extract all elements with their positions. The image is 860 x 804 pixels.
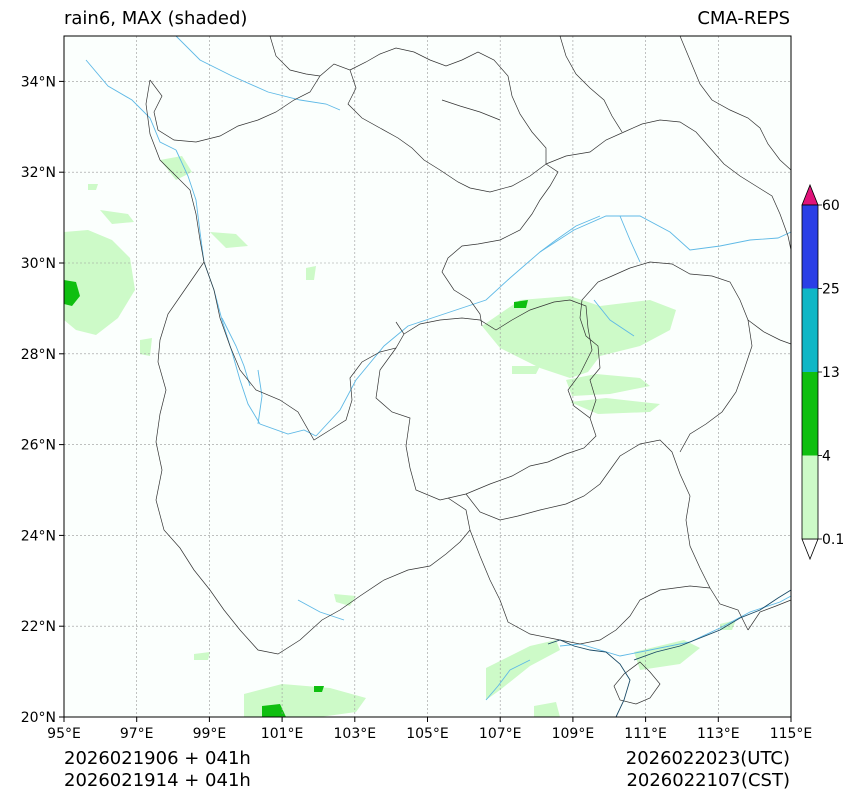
rain-area-south-yunnan-core <box>262 704 286 717</box>
coastline-east <box>633 589 792 661</box>
lat-tick-label: 30°N <box>21 256 56 272</box>
rain-area-west-3 <box>140 338 152 356</box>
river-south <box>593 299 635 337</box>
colorbar-segment <box>802 372 818 456</box>
border-guangdong <box>747 599 792 631</box>
border-chongqing <box>403 267 631 419</box>
colorbar-segment <box>802 288 818 372</box>
colorbar-tick-label: 4 <box>822 449 831 465</box>
map-title-right: CMA-REPS <box>697 8 790 29</box>
border-qinghai-sichuan <box>149 63 559 327</box>
lon-tick-label: 113°E <box>697 726 740 742</box>
river-yalong <box>221 317 251 387</box>
colorbar-over-triangle <box>801 183 819 206</box>
lat-tick-label: 22°N <box>21 619 56 635</box>
colorbar: 0.1 4 13 25 60 <box>801 183 844 561</box>
lon-tick-label: 109°E <box>552 726 595 742</box>
footer-init-time-2: 2026021914 + 041h <box>64 770 251 791</box>
lat-tick-label: 32°N <box>21 165 56 181</box>
rain-area-north-2 <box>210 232 248 248</box>
lon-tick-label: 105°E <box>406 726 449 742</box>
lon-tick-label: 97°E <box>120 726 154 742</box>
latitude-axis: 20°N 22°N 24°N 26°N 28°N 30°N 32°N 34°N <box>21 74 64 726</box>
lon-tick-label: 99°E <box>193 726 227 742</box>
river-yellow-upper <box>175 35 341 111</box>
border-guangxi <box>465 439 749 631</box>
colorbar-tick-label: 60 <box>822 198 840 214</box>
rain-area-east-band <box>482 296 676 378</box>
rain-area-coast-2 <box>634 640 700 670</box>
lon-tick-label: 101°E <box>261 726 304 742</box>
rain-area-west-2 <box>100 210 134 224</box>
colorbar-tick-label: 25 <box>822 282 840 298</box>
longitude-axis: 95°E 97°E 99°E 101°E 103°E 105°E 107°E 109°E 111… <box>47 717 812 742</box>
coastline-south <box>547 639 631 718</box>
lon-tick-label: 107°E <box>479 726 522 742</box>
rain-shading <box>64 156 736 717</box>
province-borders <box>145 35 792 705</box>
rain-area-east-core <box>514 300 528 308</box>
footer-valid-time-cst: 2026022107(CST) <box>626 770 790 791</box>
lat-tick-label: 26°N <box>21 438 56 454</box>
river-pearl-west <box>485 659 531 701</box>
lon-tick-label: 115°E <box>770 726 813 742</box>
rain-area-north-4 <box>88 184 98 190</box>
rain-area-north-1 <box>160 156 192 180</box>
footer-valid-time-utc: 2026022023(UTC) <box>625 748 790 769</box>
rain-area-coast-1 <box>486 640 560 700</box>
lon-tick-label: 103°E <box>334 726 377 742</box>
colorbar-segment <box>802 455 818 539</box>
river-north-west <box>85 59 177 151</box>
footer-init-time-1: 2026021906 + 041h <box>64 748 251 769</box>
lat-tick-label: 28°N <box>21 347 56 363</box>
river-han <box>539 215 601 253</box>
river-jinsha <box>175 149 317 437</box>
border-sichuan-west <box>145 79 205 263</box>
rain-area-west <box>64 230 135 335</box>
border-shaanxi <box>349 47 547 164</box>
border-hubei-north <box>545 119 792 251</box>
rain-area-south-yunnan-2 <box>314 686 324 692</box>
colorbar-under-triangle <box>801 538 819 561</box>
border-east <box>679 35 792 171</box>
colorbar-tick-label: 0.1 <box>822 532 844 548</box>
rain-area-west-core <box>64 280 80 306</box>
rain-area-coast-3 <box>534 702 560 717</box>
lat-tick-label: 20°N <box>21 710 56 726</box>
border-coast-islands <box>613 661 661 705</box>
river-xiang <box>619 215 641 263</box>
rain-area-north-3 <box>306 266 316 280</box>
lat-tick-label: 24°N <box>21 528 56 544</box>
coastline <box>547 589 792 718</box>
colorbar-segment <box>802 205 818 289</box>
map-title-left: rain6, MAX (shaded) <box>64 8 248 29</box>
border-jiangxi <box>747 319 792 345</box>
graticule <box>64 36 791 717</box>
river-min <box>257 369 263 425</box>
border-guizhou <box>375 347 597 501</box>
lon-tick-label: 111°E <box>624 726 667 742</box>
rain-area-east-band-2 <box>566 374 650 396</box>
lon-tick-label: 95°E <box>47 726 81 742</box>
rain-area-east-band-4 <box>512 366 540 374</box>
lat-tick-label: 34°N <box>21 74 56 90</box>
rivers <box>85 35 792 701</box>
border-north-extra <box>269 35 623 133</box>
rain-area-south-1 <box>194 652 210 660</box>
border-sichuan-yunnan <box>203 261 405 441</box>
river-red <box>297 599 345 621</box>
colorbar-tick-label: 13 <box>822 365 840 381</box>
border-yunnan-west <box>155 261 471 655</box>
border-guangxi-south <box>469 529 711 645</box>
